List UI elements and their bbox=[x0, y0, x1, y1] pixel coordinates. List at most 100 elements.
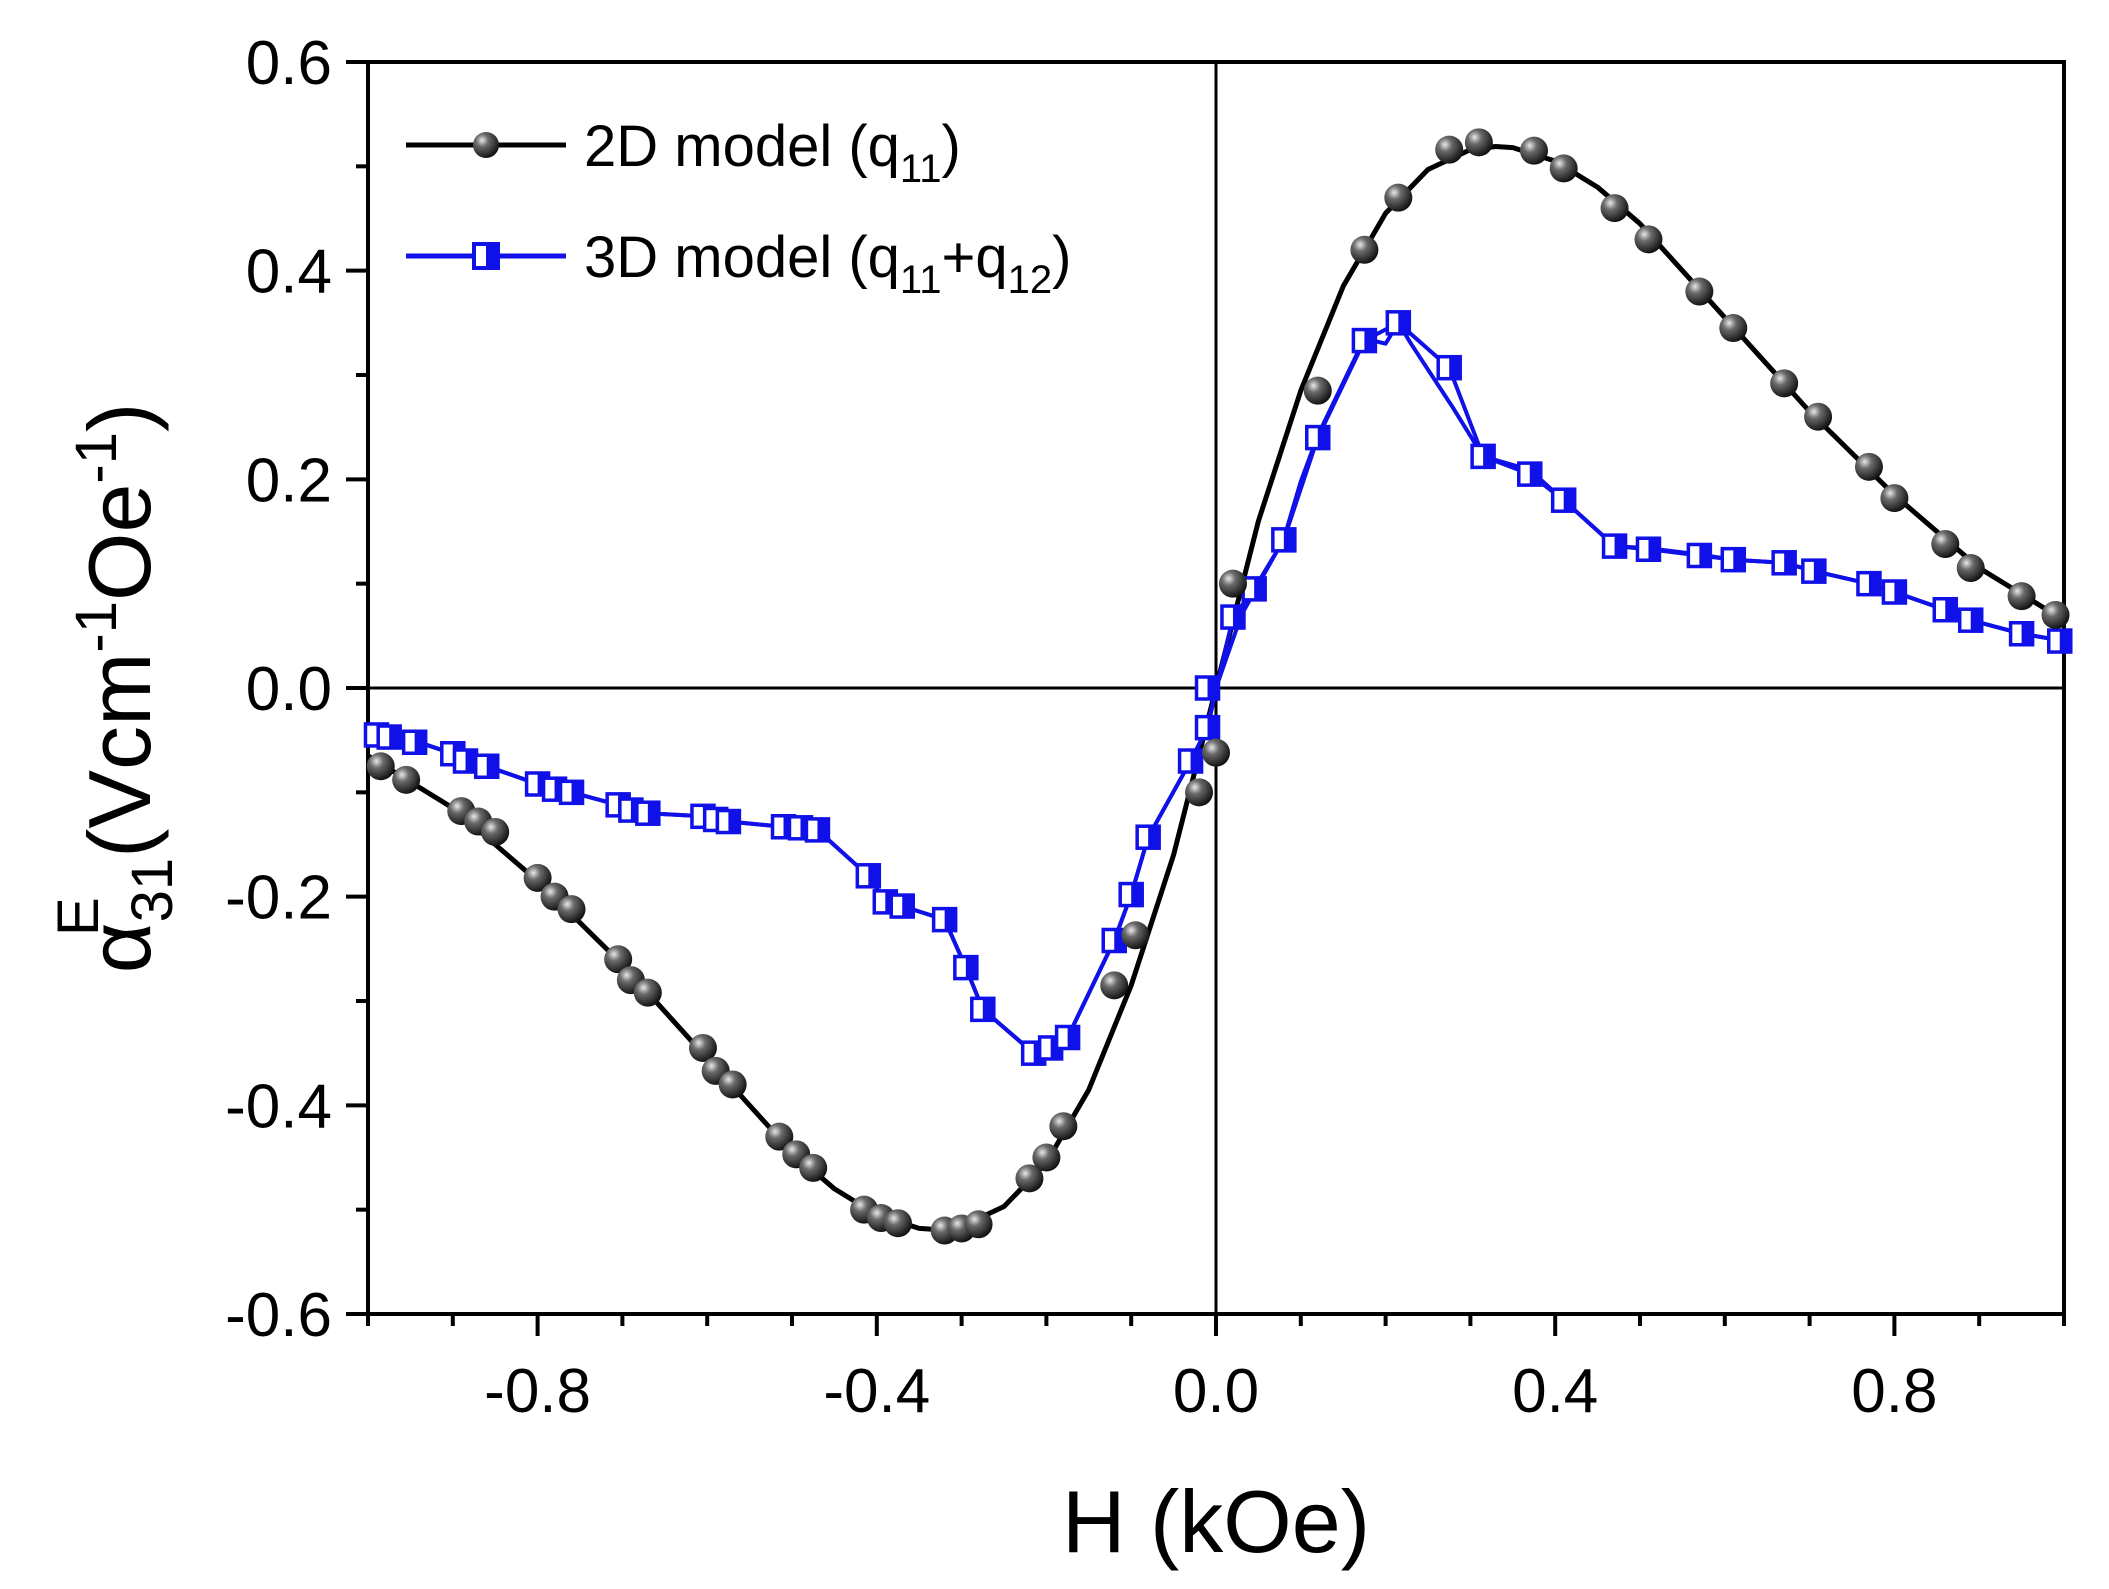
y-axis-unit-mid: Oe bbox=[70, 484, 169, 601]
series-3d-marker bbox=[1436, 354, 1462, 381]
x-tick-label: -0.4 bbox=[823, 1357, 930, 1426]
series-3d-marker bbox=[889, 893, 915, 919]
series-3d-marker-fill bbox=[2059, 630, 2071, 653]
series-2d-marker bbox=[1049, 1112, 1078, 1141]
series-3d-marker bbox=[635, 800, 661, 826]
y-tick-label: 0.6 bbox=[246, 29, 332, 98]
series-2d-marker bbox=[1854, 452, 1883, 481]
series-2d-marker bbox=[1303, 376, 1332, 405]
series-3d-marker-fill bbox=[1364, 329, 1376, 352]
series-2d-marker bbox=[1202, 738, 1230, 767]
series-3d-marker-fill bbox=[1699, 544, 1711, 567]
series-3d-marker-fill bbox=[1813, 560, 1825, 583]
series-3d-marker bbox=[1305, 424, 1331, 451]
series-3d-marker bbox=[376, 724, 402, 750]
series-3d-marker bbox=[1957, 607, 1984, 633]
series-3d-marker bbox=[1194, 714, 1221, 741]
series-3d-marker-fill bbox=[1945, 598, 1957, 621]
series-3d-marker-fill bbox=[1894, 581, 1906, 604]
series-3d-marker-fill bbox=[465, 750, 477, 773]
series-3d-marker-fill bbox=[647, 802, 659, 825]
series-3d-marker-fill bbox=[1563, 489, 1575, 512]
series-3d-marker-fill bbox=[1733, 548, 1745, 571]
series-3d-marker-fill bbox=[1207, 677, 1219, 699]
series-2d-marker bbox=[1121, 921, 1150, 950]
series-3d-marker bbox=[1118, 881, 1144, 908]
y-axis-unit-close: ) bbox=[70, 403, 169, 432]
series-3d-marker bbox=[715, 808, 742, 835]
series-3d-marker-fill bbox=[1283, 528, 1295, 551]
series-3d-marker bbox=[1856, 570, 1882, 597]
legend-marker-3d bbox=[472, 242, 500, 270]
x-axis-title: H (kOe) bbox=[1062, 1472, 1370, 1571]
series-3d-marker bbox=[558, 779, 585, 806]
series-2d-marker bbox=[1634, 225, 1663, 254]
series-3d-marker bbox=[1271, 527, 1297, 553]
series-2d-marker bbox=[688, 1033, 717, 1062]
series-3d-marker bbox=[953, 954, 979, 981]
series-3d-marker-fill bbox=[389, 726, 401, 749]
y-tick-label: -0.4 bbox=[225, 1072, 332, 1141]
series-2d-marker bbox=[884, 1209, 912, 1238]
y-axis-subscript: 31 bbox=[120, 858, 185, 923]
series-2d-marker bbox=[604, 945, 633, 974]
series-2d-marker bbox=[1719, 314, 1748, 343]
series-3d-marker-fill bbox=[817, 818, 829, 841]
series-2d-marker bbox=[557, 895, 586, 924]
series-2d-marker bbox=[765, 1122, 794, 1151]
series-3d-marker bbox=[1686, 542, 1713, 569]
x-tick-label: 0.0 bbox=[1173, 1357, 1259, 1426]
series-3d-marker bbox=[473, 753, 500, 779]
series-3d-marker-fill bbox=[868, 864, 880, 887]
series-3d-marker bbox=[2008, 620, 2035, 647]
series-3d-marker bbox=[970, 996, 996, 1023]
series-3d-marker-fill bbox=[1317, 426, 1329, 449]
series-2d-marker bbox=[1384, 183, 1413, 212]
y-tick-label: 0.4 bbox=[246, 238, 332, 307]
series-3d-marker bbox=[1720, 546, 1747, 573]
series-3d-marker bbox=[931, 906, 958, 933]
series-3d-marker bbox=[1177, 748, 1204, 774]
series-3d-marker bbox=[1881, 579, 1908, 605]
series-3d-marker bbox=[1135, 824, 1161, 850]
series-2d-marker bbox=[1100, 971, 1129, 1000]
legend-label-2d: 2D model (q11) bbox=[584, 114, 961, 191]
series-3d-marker bbox=[804, 817, 831, 843]
series-2d-marker bbox=[1880, 484, 1909, 513]
series-3d-marker bbox=[855, 863, 882, 889]
series-3d-marker-fill bbox=[1398, 311, 1410, 334]
legend-label-3d: 3D model (q11+q12) bbox=[584, 225, 1071, 302]
series-3d-marker-fill bbox=[1868, 572, 1880, 595]
series-2d-marker bbox=[1931, 530, 1960, 559]
series-2d-marker bbox=[1185, 778, 1214, 807]
series-2d-marker bbox=[1464, 128, 1493, 157]
series-2d-marker bbox=[1435, 135, 1464, 164]
legend-marker-2d bbox=[473, 132, 499, 158]
y-tick-label: -0.6 bbox=[225, 1281, 332, 1350]
series-3d-marker bbox=[1054, 1024, 1081, 1051]
y-axis-symbol: α bbox=[70, 922, 169, 973]
series-2d-marker bbox=[392, 765, 421, 794]
series-3d-marker-fill bbox=[1648, 538, 1660, 561]
series-2d-marker bbox=[1804, 402, 1833, 431]
series-3d-marker bbox=[1635, 536, 1662, 562]
svg-text:α31(Vcm-1Oe-1): α31(Vcm-1Oe-1) bbox=[64, 403, 185, 974]
series-3d-marker-fill bbox=[486, 755, 498, 778]
y-axis-unit-exp2: -1 bbox=[64, 432, 129, 484]
series-3d-marker-fill bbox=[1970, 609, 1982, 632]
series-3d-marker-fill bbox=[944, 908, 956, 931]
series-3d-marker bbox=[401, 729, 428, 756]
series-3d-marker-fill bbox=[1784, 551, 1796, 574]
series-3d-marker-fill bbox=[728, 810, 740, 833]
series-2d-marker bbox=[799, 1153, 828, 1182]
series-3d-marker bbox=[1550, 487, 1577, 513]
series-3d-marker bbox=[1771, 550, 1797, 576]
y-axis-unit-open: (Vcm bbox=[70, 653, 169, 858]
series-2d-marker bbox=[1770, 369, 1799, 398]
series-3d-marker bbox=[1351, 327, 1378, 354]
series-2d-marker bbox=[2041, 600, 2070, 629]
series-3d-marker-fill bbox=[1148, 826, 1160, 849]
series-3d-marker-fill bbox=[965, 956, 977, 979]
series-3d-marker bbox=[1470, 443, 1496, 470]
